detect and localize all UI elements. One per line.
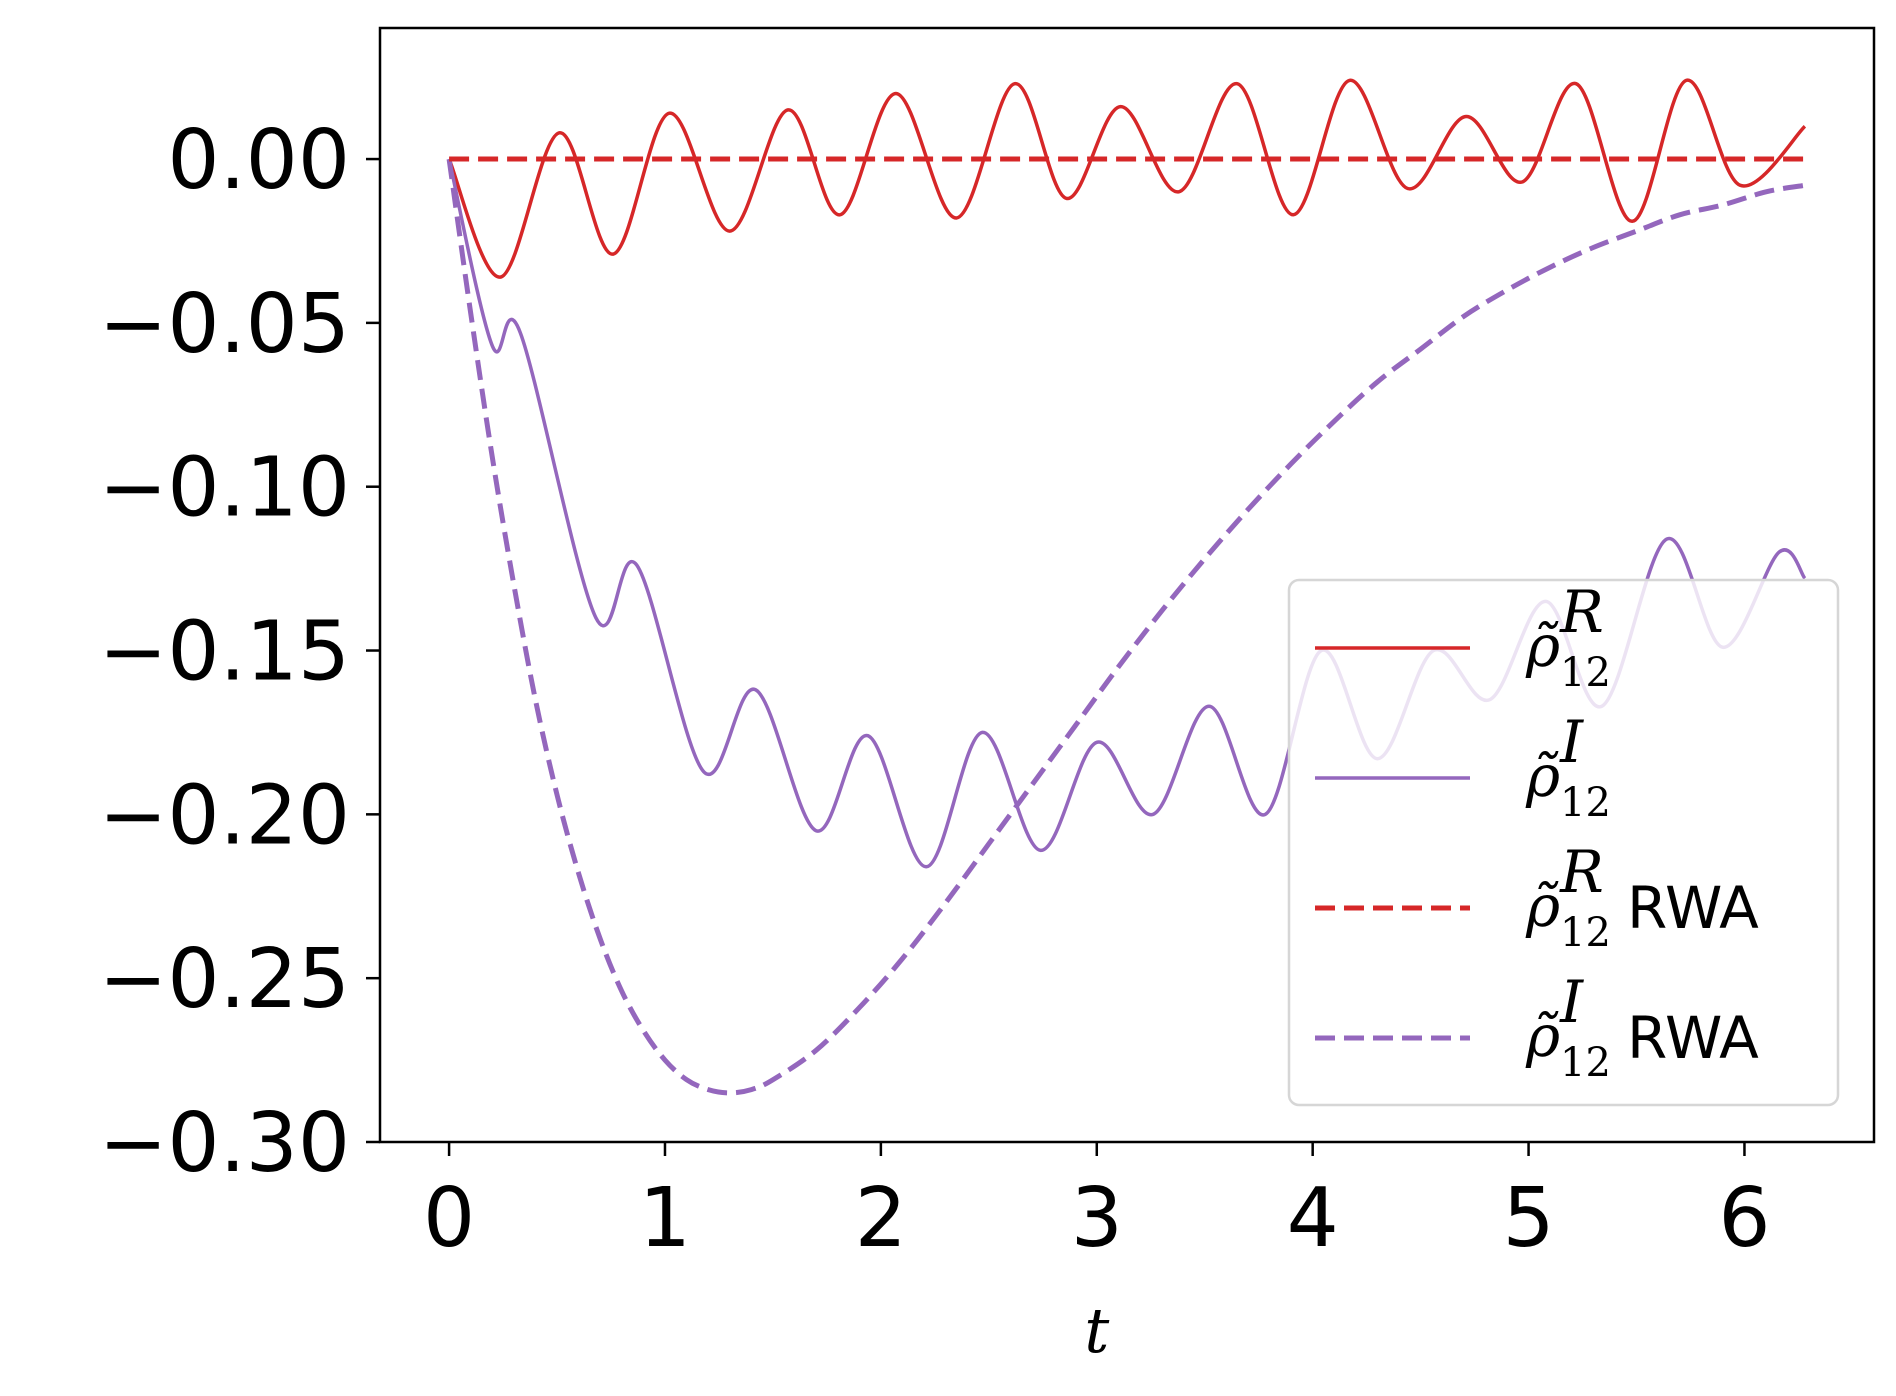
legend-symbol: ρ̃ <box>1525 1002 1560 1070</box>
y-tick-label: −0.30 <box>99 1096 350 1191</box>
y-tick-label: −0.15 <box>99 605 350 700</box>
legend-symbol: ρ̃ <box>1525 612 1560 680</box>
x-tick-label: 6 <box>1718 1171 1770 1266</box>
legend-superscript: R <box>1559 838 1604 906</box>
x-tick-label: 2 <box>855 1171 907 1266</box>
legend-subscript: 12 <box>1560 650 1611 696</box>
series-line-rho12-r <box>447 78 1807 279</box>
legend-box <box>1287 578 1840 1107</box>
legend-entry-label: ρ̃R <box>1525 578 1604 680</box>
x-tick-label: 4 <box>1287 1171 1339 1266</box>
legend-symbol: ρ̃ <box>1525 872 1560 940</box>
legend-subscript: 12 <box>1560 910 1611 956</box>
x-tick-label: 1 <box>639 1171 691 1266</box>
legend-superscript: R <box>1559 578 1604 646</box>
legend-superscript: I <box>1559 968 1584 1036</box>
y-tick-label: −0.10 <box>99 441 350 536</box>
y-tick-label: 0.00 <box>167 113 350 208</box>
legend-suffix: RWA <box>1627 1004 1759 1072</box>
x-tick-label: 0 <box>423 1171 475 1266</box>
legend-symbol: ρ̃ <box>1525 742 1560 810</box>
legend-subscript: 12 <box>1560 1040 1611 1086</box>
x-axis-label: t <box>1084 1294 1109 1367</box>
legend-superscript: I <box>1559 708 1584 776</box>
legend-entry-label: ρ̃I <box>1525 708 1584 810</box>
plot-frame <box>378 26 1876 1144</box>
legend-suffix: RWA <box>1627 874 1759 942</box>
y-tick-label: −0.05 <box>99 277 350 372</box>
x-tick-label: 3 <box>1071 1171 1123 1266</box>
x-axis: 0 1 2 3 4 5 6 <box>423 1142 1771 1266</box>
x-tick-label: 5 <box>1502 1171 1554 1266</box>
legend-entry-label: ρ̃I <box>1525 968 1584 1070</box>
y-tick-label: −0.20 <box>99 768 350 863</box>
series-line-rho12-i-rwa <box>446 158 1806 1096</box>
legend-subscript: 12 <box>1560 780 1611 826</box>
legend-entry-label: ρ̃R <box>1525 838 1604 940</box>
y-axis: 0.00 −0.05 −0.10 −0.15 −0.20 −0.25 −0.30 <box>99 113 380 1191</box>
y-tick-label: −0.25 <box>99 932 350 1027</box>
